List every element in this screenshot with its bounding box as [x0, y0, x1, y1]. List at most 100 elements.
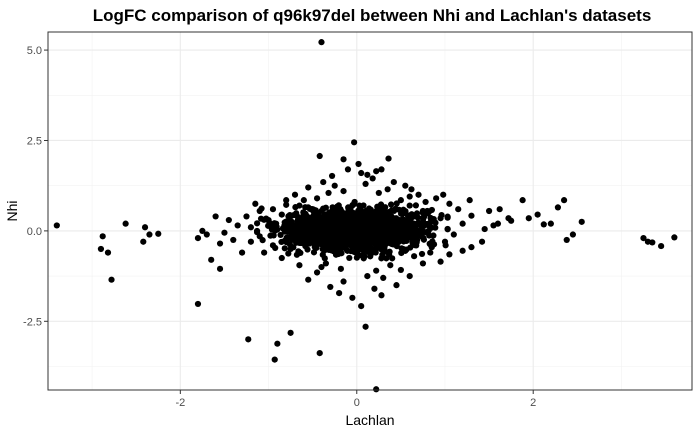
data-point — [284, 228, 291, 236]
data-point — [253, 220, 261, 227]
data-points — [53, 39, 678, 393]
data-point — [358, 240, 366, 247]
y-tick-label: 5.0 — [27, 45, 42, 57]
data-point — [378, 230, 385, 238]
data-point — [418, 250, 426, 258]
data-point — [358, 303, 365, 310]
data-point — [444, 213, 451, 220]
data-point — [338, 250, 345, 257]
data-point — [283, 201, 290, 208]
data-point — [256, 233, 263, 240]
data-point — [300, 212, 307, 219]
data-point — [649, 239, 656, 246]
data-point — [360, 202, 367, 209]
data-point — [338, 217, 345, 224]
data-point — [373, 386, 380, 393]
data-point — [370, 247, 378, 254]
data-point — [379, 251, 386, 258]
data-point — [358, 169, 365, 177]
data-point — [390, 178, 397, 186]
data-point — [427, 214, 434, 222]
data-point — [318, 39, 325, 46]
data-point — [208, 256, 215, 263]
data-point — [277, 231, 284, 239]
data-point — [547, 220, 554, 227]
data-point — [433, 195, 440, 202]
data-point — [508, 217, 515, 224]
data-point — [430, 232, 437, 239]
y-tick-label: -2.5 — [23, 316, 42, 328]
minor-grid — [48, 32, 692, 390]
data-point — [347, 240, 354, 247]
data-point — [406, 202, 413, 209]
data-point — [424, 207, 431, 215]
data-point — [373, 168, 380, 175]
data-point — [466, 197, 473, 204]
data-point — [256, 207, 263, 215]
data-point — [247, 224, 254, 231]
data-point — [481, 225, 488, 233]
data-point — [412, 202, 419, 209]
data-point — [316, 350, 323, 357]
data-point — [357, 207, 364, 214]
data-point — [427, 249, 434, 256]
data-point — [339, 229, 346, 236]
data-point — [341, 211, 348, 218]
data-point — [425, 227, 432, 234]
data-point — [304, 246, 311, 253]
data-point — [384, 186, 391, 193]
data-point — [346, 254, 353, 262]
data-point — [450, 231, 457, 238]
data-point — [199, 227, 206, 234]
data-point — [281, 245, 288, 252]
data-point — [377, 246, 385, 253]
data-point — [320, 205, 327, 212]
data-point — [328, 172, 336, 180]
data-point — [478, 238, 486, 245]
data-point — [393, 200, 400, 207]
data-point — [269, 206, 277, 213]
data-point — [269, 242, 277, 249]
data-point — [291, 191, 299, 198]
data-point — [344, 166, 352, 173]
data-point — [578, 218, 585, 225]
data-point — [97, 245, 105, 253]
data-point — [311, 243, 318, 251]
data-point — [428, 244, 435, 251]
data-point — [429, 238, 436, 245]
data-point — [369, 175, 376, 182]
data-point — [671, 234, 678, 241]
data-point — [296, 262, 303, 269]
data-point — [519, 197, 526, 204]
data-point — [155, 230, 162, 237]
data-point — [274, 340, 281, 347]
data-point — [393, 206, 400, 213]
data-point — [238, 249, 246, 256]
data-point — [387, 262, 394, 269]
data-point — [569, 231, 577, 238]
data-point — [141, 224, 149, 231]
x-tick-label: 0 — [354, 397, 360, 409]
data-point — [402, 224, 409, 232]
data-point — [640, 235, 647, 242]
data-point — [265, 216, 272, 224]
data-point — [381, 241, 388, 249]
data-point — [405, 212, 412, 219]
data-point — [351, 139, 358, 146]
data-point — [360, 232, 367, 239]
data-point — [377, 219, 384, 226]
data-point — [360, 218, 368, 226]
data-point — [468, 244, 475, 251]
data-point — [525, 215, 532, 222]
y-tick-label: 2.5 — [27, 135, 42, 147]
data-point — [221, 229, 228, 236]
data-point — [455, 206, 462, 213]
data-point — [384, 229, 392, 236]
data-point — [335, 224, 342, 232]
data-point — [389, 255, 396, 262]
data-point — [336, 289, 343, 297]
data-point — [340, 278, 347, 285]
data-point — [437, 258, 444, 265]
data-point — [343, 246, 350, 253]
data-point — [320, 178, 327, 186]
